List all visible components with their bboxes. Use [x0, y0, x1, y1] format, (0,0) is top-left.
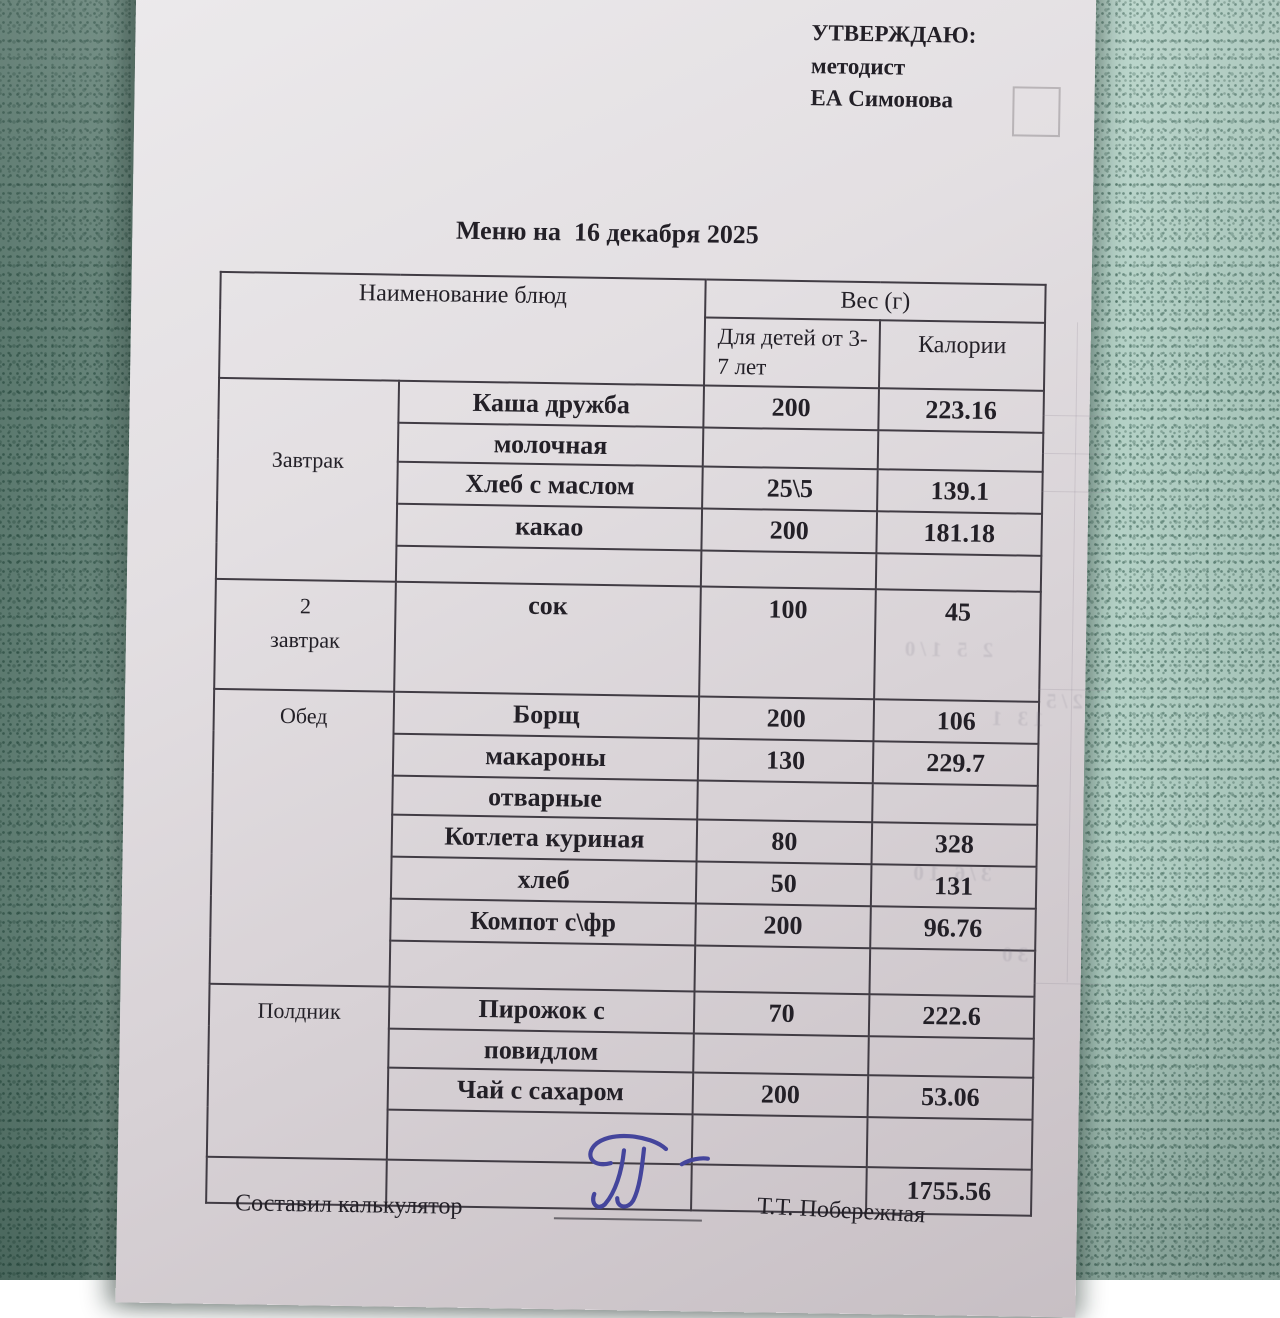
- approval-block: УТВЕРЖДАЮ: методист ЕА Симонова: [810, 17, 976, 118]
- bleed-through-fragment: 3/6 10: [908, 860, 992, 887]
- weight-cell: 200: [695, 903, 871, 949]
- header-weight-sub: Для детей от 3-7 лет: [704, 317, 881, 389]
- signature-scribble: [588, 1133, 710, 1209]
- approval-line: методист: [810, 52, 906, 80]
- meal-cell: 2 завтрак: [214, 578, 396, 692]
- dish-cell: Компот с\фр: [390, 898, 696, 946]
- calories-cell: 181.18: [876, 511, 1043, 556]
- approval-line: ЕА Симонова: [810, 85, 954, 113]
- bleed-through-fragment: 30: [996, 942, 1029, 967]
- calories-cell: 139.1: [877, 469, 1043, 514]
- weight-cell: 80: [696, 819, 873, 865]
- approval-line: УТВЕРЖДАЮ:: [811, 20, 977, 48]
- dish-cell: какао: [396, 503, 703, 551]
- calories-cell: 223.16: [878, 388, 1044, 433]
- dish-cell: хлеб: [390, 856, 697, 904]
- weight-cell: 50: [695, 861, 872, 907]
- dish-cell: сок: [394, 581, 701, 697]
- dish-cell: Хлеб с маслом: [397, 461, 703, 509]
- dish-cell: Пирожок с: [388, 986, 695, 1034]
- calories-cell: [875, 553, 1042, 592]
- weight-cell: 130: [697, 738, 874, 784]
- meal-cell: Завтрак: [215, 377, 400, 582]
- calories-cell: 328: [871, 822, 1038, 867]
- dish-cell: Котлета куриная: [391, 814, 698, 862]
- dish-cell: [389, 940, 696, 992]
- header-calories: Калории: [878, 320, 1046, 391]
- weight-cell: 200: [692, 1072, 869, 1118]
- menu-title: Меню на 16 декабря 2025: [455, 215, 760, 250]
- weight-cell: 100: [699, 586, 876, 700]
- weight-cell: 200: [698, 696, 875, 742]
- dish-cell: Чай с сахаром: [387, 1067, 694, 1115]
- weight-cell: [691, 1114, 868, 1168]
- weight-cell: [694, 945, 871, 995]
- meal-cell: Полдник: [206, 983, 390, 1160]
- dish-cell: повидлом: [388, 1028, 694, 1073]
- bleed-through-fragment: 2 5 1/0: [899, 636, 994, 663]
- weight-cell: [702, 427, 879, 470]
- calories-cell: 222.6: [868, 994, 1035, 1039]
- calories-cell: [866, 1117, 1033, 1170]
- calories-cell: [868, 1036, 1034, 1078]
- dish-cell: Каша дружба: [398, 380, 705, 428]
- bleed-through-fragment: 2/5: [1040, 688, 1084, 714]
- meal-cell: Обед: [209, 688, 395, 987]
- dish-cell: макароны: [392, 733, 699, 781]
- weight-cell: 200: [701, 508, 878, 554]
- weight-cell: 25\5: [702, 466, 878, 512]
- faint-square-outline: [1011, 86, 1061, 138]
- calories-cell: 53.06: [867, 1075, 1034, 1120]
- calories-cell: [872, 783, 1038, 825]
- weight-cell: [693, 1033, 869, 1076]
- menu-sheet: УТВЕРЖДАЮ: методист ЕА Симонова Меню на …: [115, 0, 1111, 1318]
- weight-cell: 70: [693, 991, 870, 1037]
- calories-cell: 229.7: [872, 741, 1039, 786]
- menu-table: Наименование блюд Вес (г) Для детей от 3…: [205, 271, 1047, 1217]
- bleed-through-fragment: 13 1: [986, 705, 1044, 731]
- prepared-by-label: Составил калькулятор: [234, 1190, 463, 1220]
- header-weight-group: Вес (г): [705, 279, 1046, 323]
- weight-cell: 200: [703, 385, 879, 431]
- calories-cell: [877, 430, 1044, 472]
- dish-cell: Борщ: [393, 691, 700, 739]
- dish-cell: отварные: [392, 775, 698, 820]
- header-dishes: Наименование блюд: [219, 271, 706, 386]
- weight-cell: [700, 550, 877, 590]
- weight-cell: [697, 780, 873, 823]
- dish-cell: молочная: [397, 422, 704, 467]
- dish-cell: [395, 545, 702, 587]
